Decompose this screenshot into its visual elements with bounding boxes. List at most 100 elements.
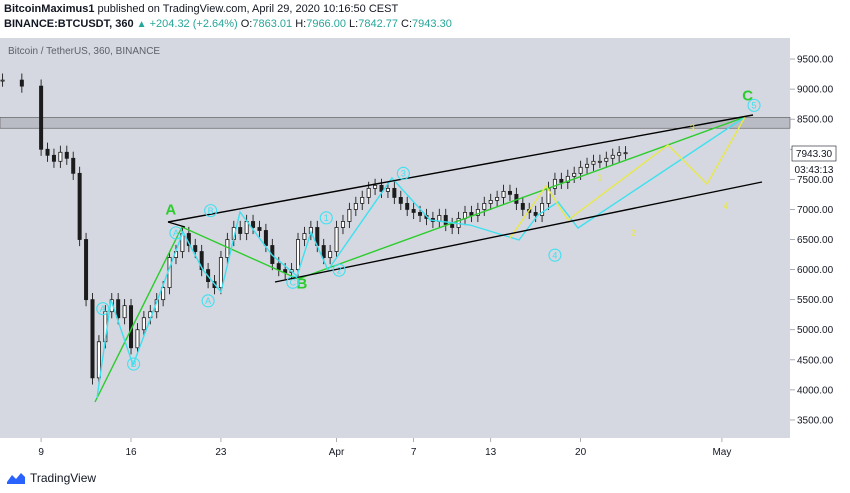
symbol-label: BINANCE:BTCUSDT, 360 bbox=[4, 18, 134, 30]
up-arrow-icon: ▲ bbox=[136, 19, 147, 30]
wave-label-circle bbox=[332, 263, 346, 277]
candle-body bbox=[585, 163, 590, 168]
candle-body bbox=[501, 190, 506, 198]
last-price-value: 7943.30 bbox=[796, 149, 833, 160]
candle-body bbox=[520, 203, 525, 210]
candle-body bbox=[552, 178, 557, 189]
price-change: +204.32 (+2.64%) bbox=[149, 18, 238, 30]
x-tick-label: 16 bbox=[125, 447, 137, 458]
tradingview-brand[interactable]: TradingView bbox=[30, 471, 97, 485]
wave-label: 4 bbox=[723, 201, 728, 211]
candle-body bbox=[495, 196, 500, 201]
chart-pane[interactable] bbox=[0, 38, 790, 438]
wave-label-circle bbox=[396, 166, 410, 180]
x-tick-label: 13 bbox=[485, 447, 497, 458]
candle-body bbox=[96, 341, 101, 379]
candle-body bbox=[135, 329, 140, 349]
y-tick-label: 9500.00 bbox=[797, 55, 834, 66]
y-tick-label: 6000.00 bbox=[797, 265, 834, 276]
x-tick-label: May bbox=[712, 447, 731, 458]
wave-label-circle bbox=[96, 302, 110, 316]
author-name[interactable]: BitcoinMaximus1 bbox=[4, 3, 95, 15]
candle-body bbox=[218, 257, 223, 289]
candle-body bbox=[482, 203, 487, 210]
price-axis[interactable] bbox=[790, 38, 850, 438]
yellow-wave-path bbox=[509, 116, 746, 239]
open-label: O: bbox=[240, 18, 253, 30]
y-tick-label: 7500.00 bbox=[797, 175, 834, 186]
chart-header: BitcoinMaximus1 published on TradingView… bbox=[0, 0, 850, 38]
time-axis[interactable] bbox=[0, 438, 850, 465]
candle-body bbox=[559, 178, 564, 183]
candle-body bbox=[161, 287, 166, 301]
candle-body bbox=[141, 317, 146, 331]
candle-body bbox=[392, 187, 397, 198]
candle-body bbox=[84, 239, 89, 301]
candle-body bbox=[199, 251, 204, 270]
wave-label: B bbox=[131, 359, 137, 369]
candle-body bbox=[398, 196, 403, 204]
channel-upper-line bbox=[167, 114, 754, 223]
y-tick-label: 3500.00 bbox=[797, 415, 834, 426]
x-tick-label: 20 bbox=[575, 447, 587, 458]
candle-body bbox=[328, 251, 333, 258]
x-tick-label: 7 bbox=[411, 447, 417, 458]
x-tick-label: Apr bbox=[329, 447, 345, 458]
green-wave-path bbox=[94, 116, 746, 403]
candle-body bbox=[565, 175, 570, 183]
candle-body bbox=[411, 209, 416, 213]
ohlc-bar: BINANCE:BTCUSDT, 360 ▲ +204.32 (+2.64%) … bbox=[4, 18, 452, 30]
chart-footer: TradingView bbox=[0, 465, 850, 493]
candle-body bbox=[58, 151, 63, 162]
high-value: 7966.00 bbox=[306, 18, 346, 30]
candle-body bbox=[366, 187, 371, 198]
candle-body bbox=[604, 157, 609, 162]
last-price-tag: 7943.30 03:43:13 bbox=[791, 145, 837, 176]
candle-body bbox=[64, 151, 69, 159]
publish-date: published on TradingView.com, April 29, … bbox=[97, 3, 399, 15]
candle-body bbox=[578, 166, 583, 174]
candle-body bbox=[591, 160, 596, 165]
candle-body bbox=[572, 172, 577, 177]
wave-label: B bbox=[296, 276, 307, 293]
bar-countdown: 03:43:13 bbox=[795, 165, 834, 176]
candle-body bbox=[533, 212, 538, 216]
wave-label-circle bbox=[286, 275, 300, 289]
wave-label: A bbox=[173, 228, 179, 238]
tradingview-logo-icon[interactable] bbox=[6, 471, 26, 485]
candle-body bbox=[263, 230, 268, 246]
publish-info: BitcoinMaximus1 published on TradingView… bbox=[4, 3, 398, 15]
y-tick-label: 7000.00 bbox=[797, 205, 834, 216]
candle-body bbox=[418, 212, 423, 216]
wave-label: C bbox=[290, 277, 297, 287]
resistance-band bbox=[0, 117, 791, 129]
wave-label: 4 bbox=[552, 250, 557, 260]
candle-body bbox=[405, 203, 410, 210]
candle-body bbox=[617, 152, 622, 156]
wave-label-circle bbox=[201, 294, 215, 308]
close-value: 7943.30 bbox=[412, 18, 452, 30]
candle-body bbox=[379, 184, 384, 192]
candle-body bbox=[257, 227, 262, 231]
candle-body bbox=[116, 299, 121, 319]
channel-upper-left-line bbox=[167, 221, 186, 228]
candle-body bbox=[122, 305, 127, 319]
candle-body bbox=[475, 209, 480, 216]
y-tick-label: 5500.00 bbox=[797, 295, 834, 306]
channel-lower-line bbox=[274, 181, 763, 283]
wave-label: 1 bbox=[324, 213, 329, 223]
wave-label: 3 bbox=[401, 168, 406, 178]
candle-body bbox=[610, 154, 615, 159]
wave-label-circle bbox=[127, 357, 141, 371]
x-tick-label: 23 bbox=[215, 447, 227, 458]
candle-body bbox=[276, 263, 281, 270]
wave-label: 2 bbox=[631, 228, 636, 238]
chart-title: Bitcoin / TetherUS, 360, BINANCE bbox=[8, 46, 160, 57]
candle-body bbox=[90, 299, 95, 379]
candle-body bbox=[238, 227, 243, 234]
wave-label-circle bbox=[204, 204, 218, 218]
candle-body bbox=[71, 157, 76, 174]
wave-label-circle bbox=[548, 248, 562, 262]
wave-label: A bbox=[205, 296, 211, 306]
